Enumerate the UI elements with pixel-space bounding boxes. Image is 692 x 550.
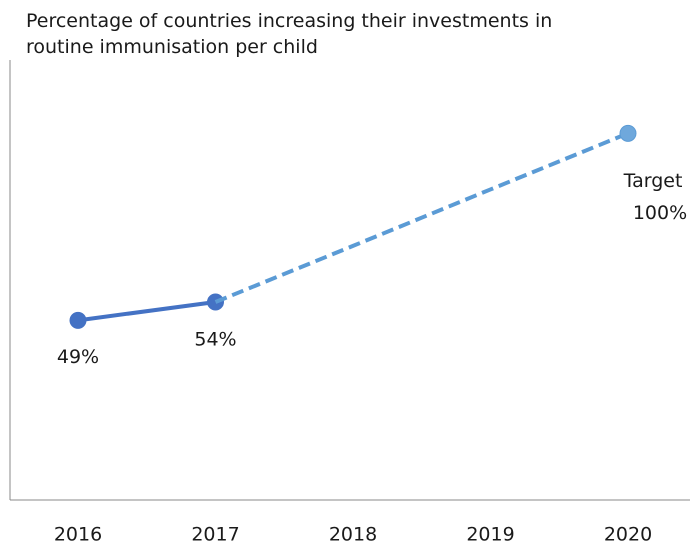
x-tick-label: 2017 bbox=[191, 524, 239, 546]
x-tick-label: 2019 bbox=[466, 524, 514, 546]
data-label: 54% bbox=[194, 329, 236, 351]
data-label: 100% bbox=[633, 202, 687, 224]
chart-title: Percentage of countries increasing their… bbox=[26, 10, 553, 58]
marker bbox=[69, 311, 87, 329]
annotation: Target bbox=[623, 170, 683, 192]
x-tick-label: 2020 bbox=[604, 524, 652, 546]
line bbox=[214, 131, 629, 304]
data-label: 49% bbox=[57, 346, 99, 368]
line bbox=[77, 300, 216, 323]
x-tick-label: 2016 bbox=[54, 524, 102, 546]
marker bbox=[619, 124, 637, 142]
x-tick-label: 2018 bbox=[329, 524, 377, 546]
